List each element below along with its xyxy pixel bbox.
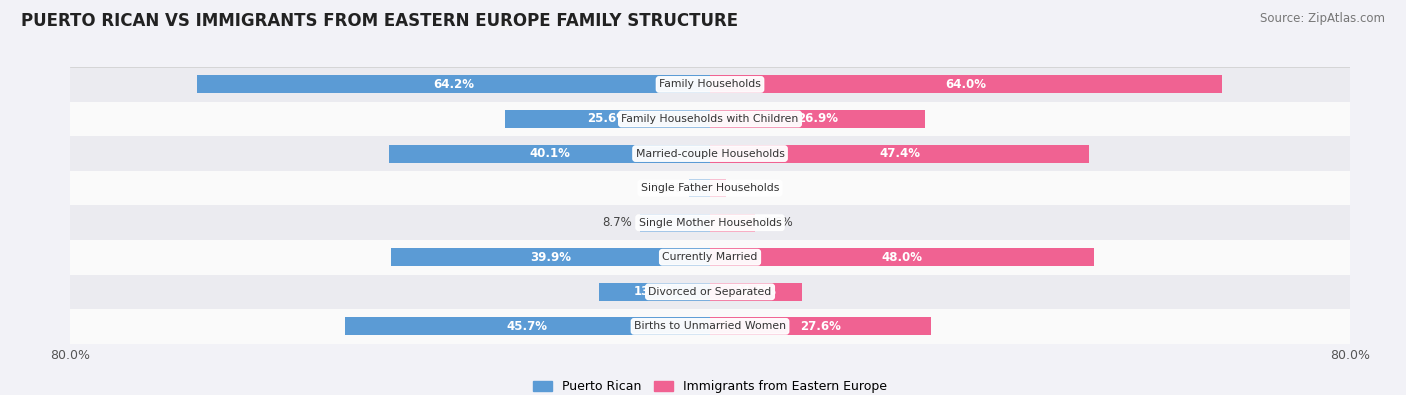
Bar — [391, 248, 710, 266]
Bar — [710, 283, 801, 301]
Bar — [710, 248, 1094, 266]
Text: Currently Married: Currently Married — [662, 252, 758, 262]
Text: 26.9%: 26.9% — [797, 113, 838, 126]
Bar — [641, 214, 710, 231]
Text: 13.9%: 13.9% — [634, 285, 675, 298]
Text: Source: ZipAtlas.com: Source: ZipAtlas.com — [1260, 12, 1385, 25]
Text: 27.6%: 27.6% — [800, 320, 841, 333]
Text: Births to Unmarried Women: Births to Unmarried Women — [634, 322, 786, 331]
Text: 40.1%: 40.1% — [529, 147, 571, 160]
Bar — [70, 309, 1350, 344]
Text: 5.6%: 5.6% — [763, 216, 793, 229]
Text: 47.4%: 47.4% — [879, 147, 920, 160]
Bar — [505, 110, 710, 128]
Bar — [710, 75, 1222, 94]
Legend: Puerto Rican, Immigrants from Eastern Europe: Puerto Rican, Immigrants from Eastern Eu… — [529, 375, 891, 395]
Text: 11.5%: 11.5% — [735, 285, 776, 298]
Text: Family Households with Children: Family Households with Children — [621, 114, 799, 124]
Text: 8.7%: 8.7% — [603, 216, 633, 229]
Text: Married-couple Households: Married-couple Households — [636, 149, 785, 158]
Bar — [710, 179, 725, 197]
Text: Single Mother Households: Single Mother Households — [638, 218, 782, 228]
Text: 2.6%: 2.6% — [651, 182, 682, 195]
Bar — [710, 214, 755, 231]
Bar — [197, 75, 710, 94]
Bar — [70, 171, 1350, 205]
Bar — [70, 275, 1350, 309]
Bar — [70, 102, 1350, 136]
Bar — [344, 318, 710, 335]
Bar — [710, 110, 925, 128]
Bar — [70, 240, 1350, 275]
Bar — [70, 205, 1350, 240]
Bar — [689, 179, 710, 197]
Text: 45.7%: 45.7% — [506, 320, 548, 333]
Bar — [599, 283, 710, 301]
Bar — [710, 145, 1090, 163]
Bar — [70, 67, 1350, 102]
Text: 64.2%: 64.2% — [433, 78, 474, 91]
Text: 25.6%: 25.6% — [588, 113, 628, 126]
Bar — [710, 318, 931, 335]
Text: PUERTO RICAN VS IMMIGRANTS FROM EASTERN EUROPE FAMILY STRUCTURE: PUERTO RICAN VS IMMIGRANTS FROM EASTERN … — [21, 12, 738, 30]
Text: 64.0%: 64.0% — [945, 78, 987, 91]
Text: 39.9%: 39.9% — [530, 251, 571, 264]
Bar — [389, 145, 710, 163]
Bar — [70, 136, 1350, 171]
Text: Family Households: Family Households — [659, 79, 761, 89]
Text: Divorced or Separated: Divorced or Separated — [648, 287, 772, 297]
Text: 2.0%: 2.0% — [734, 182, 763, 195]
Text: 48.0%: 48.0% — [882, 251, 922, 264]
Text: Single Father Households: Single Father Households — [641, 183, 779, 193]
